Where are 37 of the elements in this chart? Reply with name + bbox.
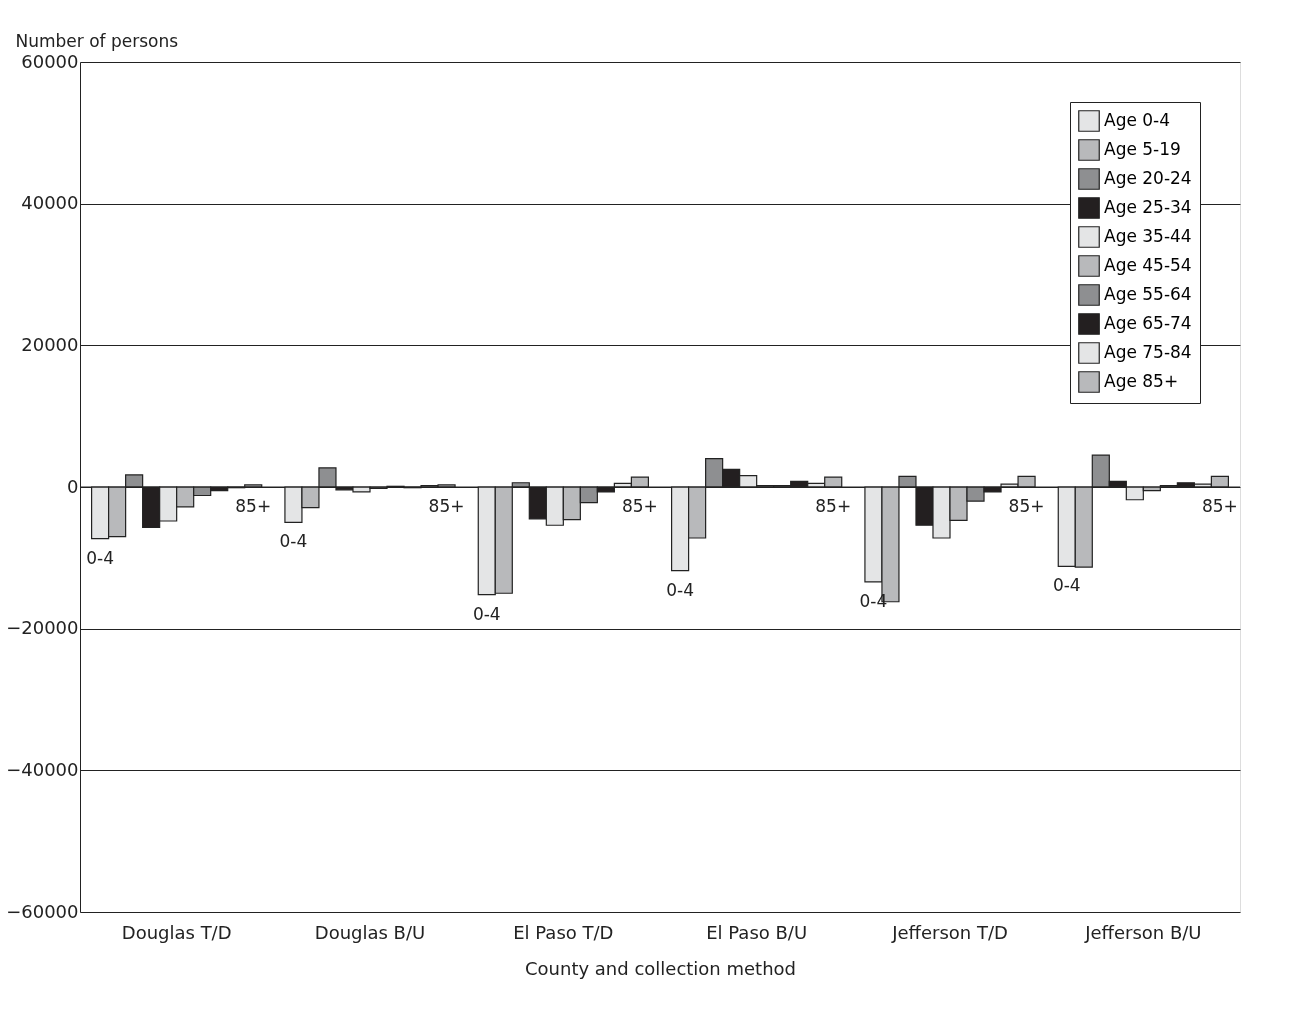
y-tick-label: 60000 xyxy=(21,50,79,72)
data-label: 0-4 xyxy=(279,531,308,552)
data-label: 0-4 xyxy=(86,547,114,568)
data-label: 85+ xyxy=(621,496,658,516)
data-label: 0-4 xyxy=(859,590,888,611)
legend-label: Age 55-64 xyxy=(1104,284,1192,304)
x-tick-label: El Paso B/U xyxy=(706,921,808,943)
y-tick-label: 0 xyxy=(67,475,79,497)
x-tick-label: Douglas T/D xyxy=(121,921,232,943)
y-tick-label: 20000 xyxy=(21,333,79,355)
x-tick-label: El Paso T/D xyxy=(513,921,614,943)
legend-label: Age 35-44 xyxy=(1104,226,1192,246)
y-tick-label: −20000 xyxy=(6,617,79,639)
y-tick-label: −60000 xyxy=(6,900,79,922)
legend-label: Age 65-74 xyxy=(1104,313,1192,333)
x-tick-label: Jefferson B/U xyxy=(1084,921,1202,943)
data-label: 0-4 xyxy=(666,579,694,600)
data-label: 0-4 xyxy=(472,603,501,624)
data-label: 85+ xyxy=(1008,496,1045,516)
data-label: 85+ xyxy=(235,496,272,516)
data-label: 85+ xyxy=(815,496,852,516)
legend-label: Age 75-84 xyxy=(1104,342,1192,362)
y-tick-label: −40000 xyxy=(6,758,79,780)
y-tick-label: 40000 xyxy=(21,192,79,214)
data-label: 85+ xyxy=(428,496,465,516)
y-axis-title: Number of persons xyxy=(15,30,179,51)
legend-label: Age 20-24 xyxy=(1104,168,1192,188)
legend-label: Age 0-4 xyxy=(1104,110,1171,130)
x-tick-label: Jefferson T/D xyxy=(891,921,1008,943)
legend-label: Age 25-34 xyxy=(1104,197,1192,217)
legend-label: Age 85+ xyxy=(1104,371,1179,391)
data-label: 0-4 xyxy=(1052,575,1081,596)
legend-label: Age 45-54 xyxy=(1104,255,1192,275)
x-tick-label: Douglas B/U xyxy=(314,921,426,943)
data-label: 85+ xyxy=(1201,496,1238,516)
legend-label: Age 5-19 xyxy=(1104,139,1181,159)
x-axis-title: County and collection method xyxy=(524,957,797,979)
